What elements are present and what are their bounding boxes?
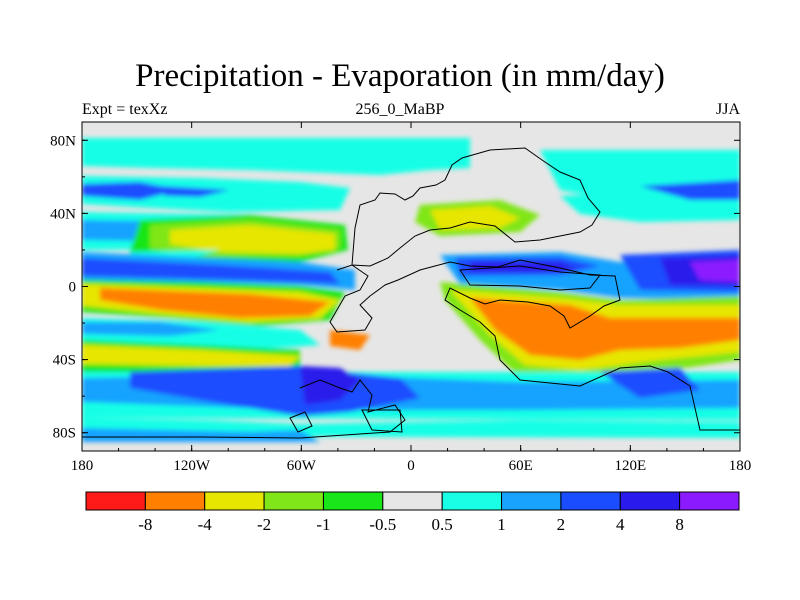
x-tick-label: 120W	[173, 458, 211, 474]
colorbar-swatch	[263, 491, 324, 511]
colorbar-swatch	[619, 491, 681, 511]
colorbar-swatch	[560, 491, 621, 511]
y-axis: 80N 40N 0 40S 80S	[50, 133, 740, 442]
colorbar-label: 4	[616, 515, 625, 534]
colorbar-label: -2	[257, 515, 271, 534]
colorbar-swatch	[204, 491, 265, 511]
coastline	[82, 147, 740, 439]
colorbar: -8 -4 -2 -1 -0.5 0.5 1 2 4 8	[85, 491, 740, 534]
y-tick-label: 0	[69, 280, 77, 296]
x-tick-label: 180	[729, 458, 752, 474]
x-axis: 180 120W 60W 0 60E 120E 180	[71, 122, 752, 474]
field-plot	[82, 122, 740, 451]
colorbar-label: -4	[198, 515, 213, 534]
x-tick-label: 180	[71, 458, 94, 474]
experiment-label: Expt = texXz	[82, 101, 168, 118]
colorbar-swatch	[85, 491, 146, 511]
colorbar-swatch	[679, 491, 740, 511]
colorbar-label: -1	[316, 515, 330, 534]
season-label: JJA	[715, 101, 740, 118]
colorbar-swatch	[382, 491, 443, 511]
x-tick-label: 60E	[509, 458, 533, 474]
colorbar-label: 8	[675, 515, 684, 534]
colorbar-label: -0.5	[369, 515, 396, 534]
colorbar-swatch	[441, 491, 503, 511]
y-tick-label: 80S	[53, 426, 76, 442]
colorbar-swatch	[501, 491, 562, 511]
colorbar-label: 1	[497, 515, 506, 534]
y-tick-label: 80N	[50, 133, 76, 149]
x-tick-label: 120E	[614, 458, 646, 474]
colorbar-swatch	[322, 491, 384, 511]
colorbar-label: -8	[138, 515, 152, 534]
colorbar-label: 2	[557, 515, 566, 534]
y-tick-label: 40S	[53, 353, 76, 369]
x-tick-label: 60W	[287, 458, 317, 474]
map-title: Precipitation - Evaporation (in mm/day)	[135, 58, 665, 94]
x-tick-label: 0	[407, 458, 415, 474]
time-label: 256_0_MaBP	[355, 101, 445, 118]
y-tick-label: 40N	[50, 206, 76, 222]
colorbar-label: 0.5	[432, 515, 453, 534]
colorbar-swatch	[144, 491, 206, 511]
